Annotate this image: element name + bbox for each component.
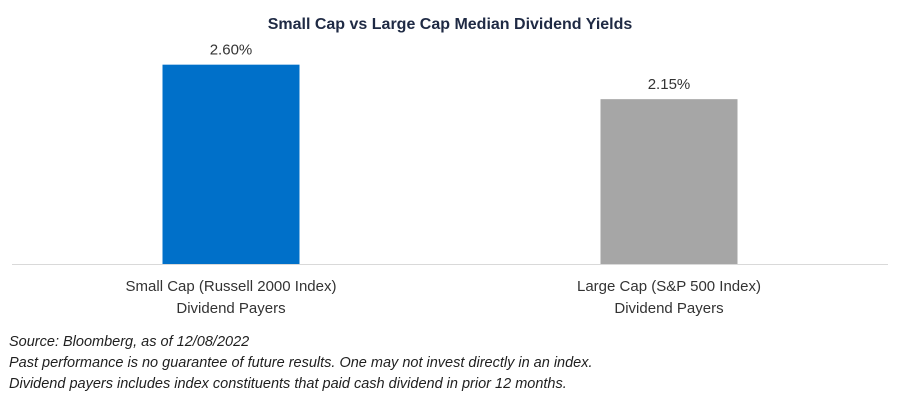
data-label-2: 2.15% [648, 76, 691, 93]
chart-title: Small Cap vs Large Cap Median Dividend Y… [268, 16, 633, 33]
data-label-1: 2.60% [210, 42, 253, 59]
category-label-2-line-1: Large Cap (S&P 500 Index) [577, 278, 761, 295]
bar-1 [162, 64, 300, 265]
bar-chart: Small Cap vs Large Cap Median Dividend Y… [12, 16, 888, 317]
category-label-1-line-2: Dividend Payers [176, 300, 285, 317]
bars-group [162, 64, 738, 265]
category-label-2-line-2: Dividend Payers [614, 300, 723, 317]
definition-note: Dividend payers includes index constitue… [9, 376, 567, 392]
category-label-1-line-1: Small Cap (Russell 2000 Index) [126, 278, 337, 295]
disclaimer-note: Past performance is no guarantee of futu… [9, 355, 593, 371]
footnotes: Source: Bloomberg, as of 12/08/2022 Past… [9, 332, 889, 395]
bar-2 [600, 99, 738, 265]
labels-group: 2.60% Small Cap (Russell 2000 Index) Divid… [126, 42, 761, 317]
source-note: Source: Bloomberg, as of 12/08/2022 [9, 334, 250, 350]
